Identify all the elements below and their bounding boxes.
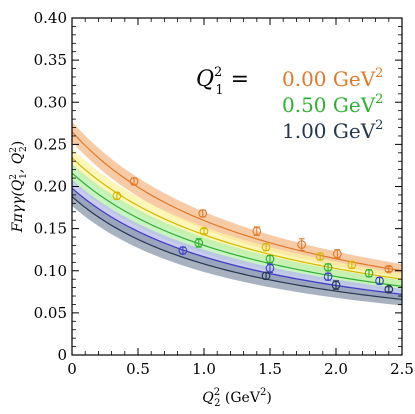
point-s1-2 xyxy=(261,242,271,252)
x-tick-label: 1.0 xyxy=(192,360,216,378)
marker xyxy=(364,268,374,278)
point-s1-3 xyxy=(315,252,325,261)
marker xyxy=(347,260,357,270)
marker xyxy=(331,280,341,290)
band-series-4 xyxy=(72,187,402,306)
x-tick-label: 2.0 xyxy=(324,360,348,378)
point-s0-5 xyxy=(384,264,394,274)
marker xyxy=(297,240,307,249)
x-axis-title: Q2 2 (GeV2) xyxy=(202,387,272,409)
legend-title: Q2 1 = xyxy=(196,65,249,98)
band-series-3 xyxy=(72,179,402,300)
x-tick-labels: 0 0.5 1.0 1.5 2.0 2.5 xyxy=(67,360,414,378)
marker xyxy=(265,263,275,273)
fit-curves xyxy=(71,131,403,301)
y-tick-label: 0 xyxy=(57,346,67,364)
x-tick-label: 0.5 xyxy=(126,360,150,378)
curve-series-2 xyxy=(71,172,403,287)
marker xyxy=(384,284,394,294)
point-s2-1 xyxy=(265,254,275,264)
uncertainty-bands xyxy=(72,121,402,306)
marker xyxy=(323,263,333,272)
legend-entry-0: 0.00 GeV2 xyxy=(282,66,383,91)
x-tick-label: 1.5 xyxy=(258,360,282,378)
curve-series-1 xyxy=(71,157,403,280)
marker xyxy=(323,272,333,281)
marker xyxy=(194,238,204,248)
y-tick-label: 0.10 xyxy=(34,262,67,280)
y-tick-label: 0.20 xyxy=(34,178,67,196)
marker xyxy=(199,226,209,236)
marker xyxy=(261,242,271,252)
point-s2-3 xyxy=(364,268,374,278)
data-points xyxy=(112,177,394,294)
y-tick-label: 0.35 xyxy=(34,51,67,69)
marker xyxy=(375,276,384,286)
marker xyxy=(315,252,325,261)
point-s1-4 xyxy=(347,260,357,270)
marker xyxy=(265,254,275,264)
curve-series-4 xyxy=(71,196,403,301)
band-series-0 xyxy=(72,121,402,278)
point-s1-1 xyxy=(199,226,209,236)
marker xyxy=(178,246,188,255)
curve-series-0 xyxy=(71,131,403,272)
legend-entry-1: 0.50 GeV2 xyxy=(282,92,383,117)
x-tick-label: 2.5 xyxy=(390,360,414,378)
y-tick-label: 0.25 xyxy=(34,135,67,153)
point-s4-0 xyxy=(261,271,271,281)
point-s4-2 xyxy=(384,284,394,294)
marker xyxy=(332,249,342,259)
y-axis-title: Fπγγ(Q21, Q22) xyxy=(9,141,29,233)
point-s3-3 xyxy=(375,276,384,286)
band-series-2 xyxy=(72,163,402,293)
point-s0-4 xyxy=(332,249,342,259)
marker xyxy=(384,264,394,274)
axis-ticks xyxy=(71,17,403,356)
marker xyxy=(252,226,262,236)
point-s0-0 xyxy=(129,177,139,186)
marker xyxy=(112,191,122,201)
marker xyxy=(129,177,139,186)
point-s0-3 xyxy=(297,238,307,252)
marker xyxy=(198,209,208,218)
curve-series-3 xyxy=(71,187,403,295)
point-s0-2 xyxy=(252,226,262,236)
point-s2-2 xyxy=(323,263,333,272)
y-tick-label: 0.40 xyxy=(34,9,67,27)
point-s0-1 xyxy=(198,209,208,218)
y-tick-label: 0.30 xyxy=(34,93,67,111)
point-s3-2 xyxy=(323,272,333,281)
point-s1-0 xyxy=(112,191,122,201)
point-s4-1 xyxy=(331,280,341,290)
y-tick-label: 0.05 xyxy=(34,304,67,322)
point-s3-0 xyxy=(178,246,188,255)
legend-entry-2: 1.00 GeV2 xyxy=(282,118,383,143)
y-tick-label: 0.15 xyxy=(34,220,67,238)
legend: Q2 1 = 0.00 GeV2 0.50 GeV2 1.00 GeV2 xyxy=(196,65,383,143)
x-tick-label: 0 xyxy=(67,360,77,378)
marker xyxy=(261,271,271,281)
point-s2-0 xyxy=(194,238,204,248)
y-tick-labels: 0 0.05 0.10 0.15 0.20 0.25 0.30 0.35 0.40 xyxy=(34,9,67,364)
